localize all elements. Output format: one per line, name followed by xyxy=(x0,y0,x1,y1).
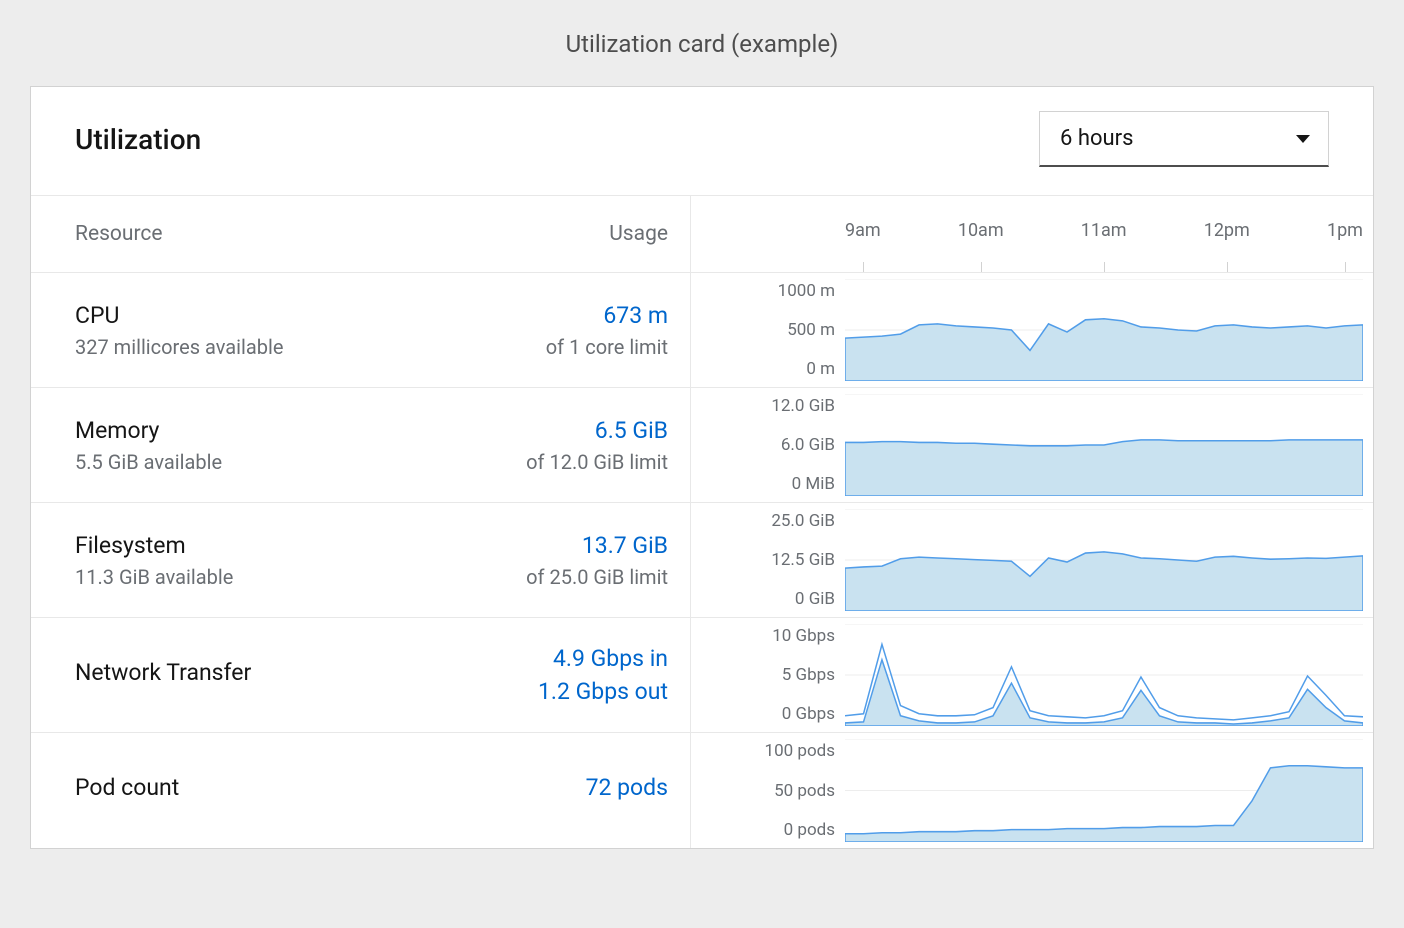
chevron-down-icon xyxy=(1296,135,1310,143)
usage-sub: of 25.0 GiB limit xyxy=(526,565,668,589)
usage-main[interactable]: 673 m xyxy=(546,302,668,329)
metric-sub: 327 millicores available xyxy=(75,335,284,359)
time-tick: 1pm xyxy=(1327,196,1363,272)
time-tick: 12pm xyxy=(1204,196,1250,272)
metric-rows: CPU 327 millicores available 673 m of 1 cor… xyxy=(31,273,1373,848)
metric-name: Pod count xyxy=(75,774,179,801)
usage-main[interactable]: 6.5 GiB xyxy=(526,417,668,444)
time-tick: 10am xyxy=(958,196,1004,272)
usage-sub: of 12.0 GiB limit xyxy=(526,450,668,474)
usage-main[interactable]: 13.7 GiB xyxy=(526,532,668,559)
metric-row-memory: Memory 5.5 GiB available 6.5 GiB of 12.0 Gi… xyxy=(31,388,1373,503)
metric-name: Memory xyxy=(75,417,222,444)
time-tick: 9am xyxy=(845,196,881,272)
card-header: Utilization 6 hours xyxy=(31,87,1373,195)
sparkline-network xyxy=(845,624,1363,726)
page-title: Utilization card (example) xyxy=(30,30,1374,58)
y-axis-labels: 12.0 GiB6.0 GiB0 MiB xyxy=(691,394,845,496)
metric-row-network: Network Transfer 4.9 Gbps in 1.2 Gbps out 1… xyxy=(31,618,1373,733)
usage-main-2[interactable]: 1.2 Gbps out xyxy=(538,678,668,705)
sparkline-filesystem xyxy=(845,509,1363,611)
metric-row-cpu: CPU 327 millicores available 673 m of 1 cor… xyxy=(31,273,1373,388)
utilization-card: Utilization 6 hours Resource Usage 9am10… xyxy=(30,86,1374,849)
time-axis: 9am 10am 11am 12pm 1pm xyxy=(845,196,1363,272)
column-resource-label: Resource xyxy=(75,222,163,246)
y-axis-labels: 100 pods50 pods0 pods xyxy=(691,739,845,842)
metric-row-filesystem: Filesystem 11.3 GiB available 13.7 GiB of 2… xyxy=(31,503,1373,618)
sparkline-pods xyxy=(845,739,1363,842)
card-title: Utilization xyxy=(75,123,201,156)
usage-main[interactable]: 72 pods xyxy=(586,774,668,801)
usage-sub: of 1 core limit xyxy=(546,335,668,359)
column-usage-label: Usage xyxy=(609,222,668,246)
time-tick: 11am xyxy=(1081,196,1127,272)
sparkline-cpu xyxy=(845,279,1363,381)
metric-row-pods: Pod count 72 pods 100 pods50 pods0 pods xyxy=(31,733,1373,848)
metric-name: Network Transfer xyxy=(75,659,251,686)
metric-name: CPU xyxy=(75,302,284,329)
y-axis-labels: 10 Gbps5 Gbps0 Gbps xyxy=(691,624,845,726)
metric-name: Filesystem xyxy=(75,532,233,559)
metric-sub: 11.3 GiB available xyxy=(75,565,233,589)
table-header: Resource Usage 9am 10am 11am 12pm 1pm xyxy=(31,195,1373,273)
y-axis-labels: 1000 m500 m0 m xyxy=(691,279,845,381)
sparkline-memory xyxy=(845,394,1363,496)
usage-main[interactable]: 4.9 Gbps in xyxy=(538,645,668,672)
time-range-dropdown[interactable]: 6 hours xyxy=(1039,111,1329,167)
y-axis-labels: 25.0 GiB12.5 GiB0 GiB xyxy=(691,509,845,611)
dropdown-selected-value: 6 hours xyxy=(1060,126,1133,151)
metric-sub: 5.5 GiB available xyxy=(75,450,222,474)
